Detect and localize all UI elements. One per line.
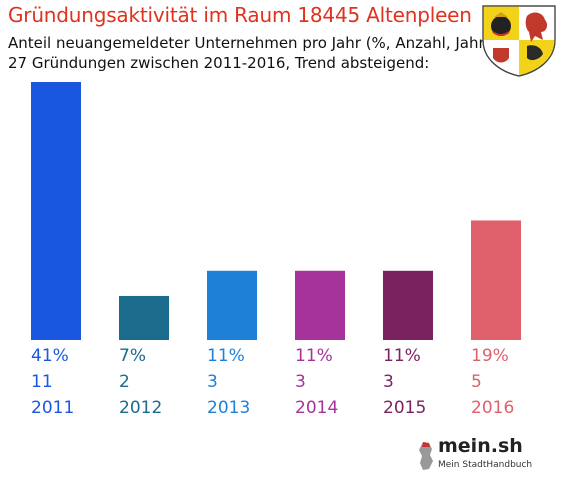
bar-2012 <box>119 295 169 340</box>
year-label-2012: 2012 <box>119 398 163 418</box>
bar-2011 <box>31 82 81 340</box>
germany-map-icon <box>419 442 433 470</box>
count-label-2016: 5 <box>471 372 482 392</box>
percent-label-2012: 7% <box>119 346 146 366</box>
year-label-2016: 2016 <box>471 398 515 418</box>
brand-name: mein.sh <box>438 435 523 457</box>
brand-tagline: Mein StadtHandbuch <box>438 460 533 470</box>
bar-2013 <box>207 270 257 340</box>
chart-summary: 27 Gründungen zwischen 2011-2016, Trend … <box>8 54 430 72</box>
percent-label-2013: 11% <box>207 346 245 366</box>
chart-title: Gründungsaktivität im Raum 18445 Altenpl… <box>8 3 472 27</box>
percent-label-2014: 11% <box>295 346 333 366</box>
year-label-2014: 2014 <box>295 398 339 418</box>
bar-2014 <box>295 270 345 340</box>
brand-logo[interactable]: mein.sh Mein StadtHandbuch <box>418 435 532 479</box>
year-label-2011: 2011 <box>31 398 75 418</box>
year-label-2015: 2015 <box>383 398 427 418</box>
count-label-2012: 2 <box>119 372 130 392</box>
percent-label-2015: 11% <box>383 346 421 366</box>
bar-2015 <box>383 270 433 340</box>
count-label-2014: 3 <box>295 372 306 392</box>
chart-subtitle: Anteil neuangemeldeter Unternehmen pro J… <box>8 34 491 52</box>
count-label-2013: 3 <box>207 372 218 392</box>
percent-label-2016: 19% <box>471 346 509 366</box>
coat-of-arms-icon <box>482 5 556 77</box>
year-label-2013: 2013 <box>207 398 251 418</box>
count-label-2015: 3 <box>383 372 394 392</box>
count-label-2011: 11 <box>31 372 53 392</box>
percent-label-2011: 41% <box>31 346 69 366</box>
bar-2016 <box>471 220 521 340</box>
